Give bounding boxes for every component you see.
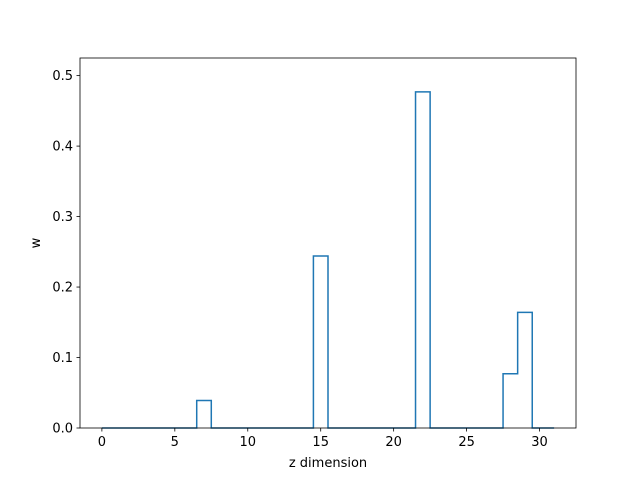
x-tick-label: 15: [312, 435, 329, 450]
x-axis-ticks: 0 5 10 15 20 25 30: [98, 428, 548, 450]
y-axis-ticks: 0.0 0.1 0.2 0.3 0.4 0.5: [52, 69, 80, 437]
y-tick-label: 0.4: [52, 140, 73, 155]
x-tick-label: 0: [98, 435, 106, 450]
axes-frame: [79, 57, 577, 429]
y-tick-label: 0.1: [52, 351, 73, 366]
axes-spines: [79, 57, 577, 429]
x-tick-label: 20: [385, 435, 402, 450]
x-axis-label: z dimension: [289, 456, 367, 471]
x-tick-label: 5: [171, 435, 179, 450]
y-tick-label: 0.0: [52, 422, 73, 437]
y-axis-label: w: [29, 237, 44, 248]
x-tick-label: 30: [531, 435, 548, 450]
x-tick-label: 25: [458, 435, 475, 450]
x-tick-label: 10: [239, 435, 256, 450]
y-tick-label: 0.5: [52, 69, 73, 84]
y-tick-label: 0.2: [52, 281, 73, 296]
y-tick-label: 0.3: [52, 210, 73, 225]
